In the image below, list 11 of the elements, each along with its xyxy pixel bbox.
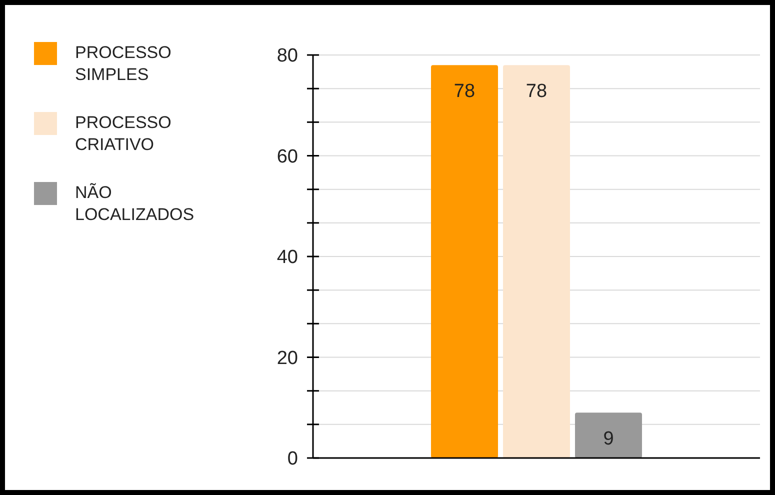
- data-label: 9: [603, 428, 614, 450]
- legend-label: PROCESSO SIMPLES: [75, 43, 172, 84]
- legend-label: PROCESSO CRIATIVO: [75, 113, 172, 154]
- y-tick-label: 0: [287, 448, 298, 470]
- legend-label: NÃO LOCALIZADOS: [75, 183, 194, 224]
- y-tick-label: 40: [276, 247, 298, 268]
- y-tick-label: 80: [276, 46, 298, 67]
- data-label: 78: [526, 81, 548, 102]
- y-tick-label: 60: [276, 146, 298, 168]
- y-tick-label: 20: [276, 348, 298, 369]
- data-label: 78: [454, 81, 476, 102]
